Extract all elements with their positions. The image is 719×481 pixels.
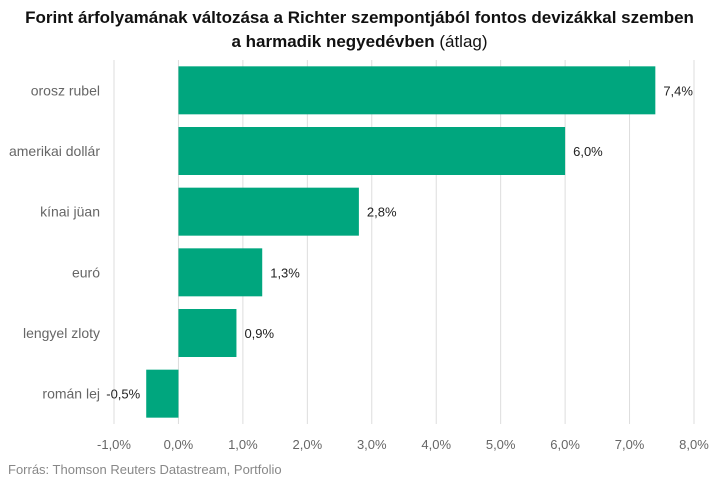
bar-2: [178, 187, 359, 236]
category-label: euró: [72, 264, 100, 280]
data-label: 0,9%: [244, 326, 274, 341]
category-label: kínai jüan: [40, 204, 100, 220]
category-label: lengyel zloty: [23, 325, 100, 341]
source-note: Forrás: Thomson Reuters Datastream, Port…: [8, 462, 282, 477]
bar-1: [178, 127, 566, 175]
bar-3: [178, 248, 263, 297]
x-tick-label: 3,0%: [357, 437, 387, 452]
data-label: 6,0%: [573, 144, 603, 159]
x-tick-label: 2,0%: [293, 437, 323, 452]
gridlines: [113, 60, 695, 424]
bar-5: [146, 369, 179, 418]
data-label: -0,5%: [106, 387, 140, 402]
chart-title-line1: Forint árfolyamának változása a Richter …: [25, 8, 694, 27]
x-tick-label: 5,0%: [486, 437, 516, 452]
bar-0: [178, 66, 656, 115]
category-label: román lej: [42, 386, 100, 402]
chart-title-line2-bold: a harmadik negyedévben: [231, 32, 435, 51]
x-tick-label: 7,0%: [615, 437, 645, 452]
category-label: orosz rubel: [31, 82, 100, 98]
data-label: 2,8%: [367, 205, 397, 220]
chart-title-line2: a harmadik negyedévben (átlag): [0, 30, 719, 54]
chart-title-line2-normal: (átlag): [434, 32, 488, 51]
bar-4: [178, 309, 237, 357]
x-tick-label: 8,0%: [679, 437, 709, 452]
x-tick-label: 4,0%: [421, 437, 451, 452]
x-tick-label: 1,0%: [228, 437, 258, 452]
bars: [146, 66, 656, 418]
category-label: amerikai dollár: [9, 143, 100, 159]
data-label: 1,3%: [270, 265, 300, 280]
x-tick-label: 0,0%: [164, 437, 194, 452]
labels: -1,0% 0,0% 1,0% 2,0% 3,0% 4,0% 5,0% 6,0% 7,0% 8,0…: [9, 82, 709, 452]
x-tick-label: 6,0%: [550, 437, 580, 452]
chart-title: Forint árfolyamának változása a Richter …: [0, 6, 719, 54]
x-tick-label: -1,0%: [97, 437, 131, 452]
data-label: 7,4%: [663, 83, 693, 98]
